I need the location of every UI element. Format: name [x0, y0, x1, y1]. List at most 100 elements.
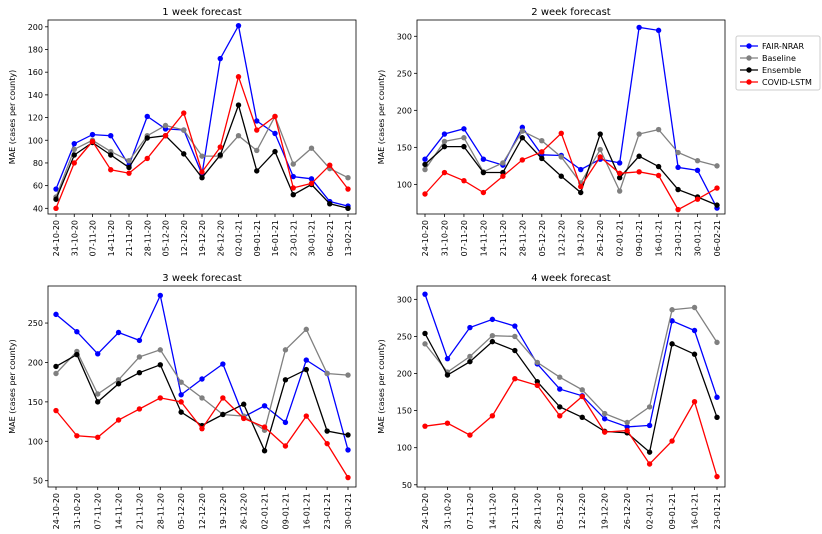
data-point	[512, 333, 518, 340]
data-point	[461, 135, 467, 141]
x-tick-label: 07-11-20	[94, 493, 103, 529]
data-point	[675, 149, 681, 156]
data-point	[71, 152, 77, 158]
legend-label: Baseline	[762, 54, 796, 63]
x-tick-label: 13-02-21	[344, 220, 353, 256]
chart-panel-4: 4 week forecast MAE (cases per county) 50 1…	[377, 273, 726, 529]
series-covid-lstm	[422, 130, 720, 213]
data-point	[519, 135, 526, 141]
x-tick-label: 19-12-20	[198, 220, 207, 256]
data-point	[220, 395, 226, 401]
data-point	[461, 126, 467, 132]
data-point	[95, 434, 101, 441]
x-tick-label: 28-11-20	[533, 493, 542, 529]
y-tick-label: 250	[397, 332, 412, 341]
x-tick-label: 16-01-21	[655, 220, 664, 256]
data-point	[71, 140, 77, 147]
data-point	[579, 387, 585, 393]
data-point	[694, 157, 701, 164]
data-point	[261, 424, 268, 430]
data-point	[157, 362, 163, 368]
data-point	[162, 122, 169, 129]
data-point	[144, 113, 150, 120]
data-point	[272, 130, 278, 137]
x-tick-label: 28-11-20	[156, 493, 165, 529]
x-tick-label: 19-12-20	[219, 493, 228, 529]
x-tick-label: 21-11-20	[511, 493, 520, 529]
data-point	[290, 173, 296, 180]
x-tick-label: 19-12-20	[577, 220, 586, 256]
data-point	[616, 175, 623, 181]
legend-marker	[746, 67, 752, 73]
data-point	[534, 359, 541, 366]
data-point	[714, 414, 720, 420]
x-tick-label: 23-01-21	[323, 493, 332, 529]
data-point	[303, 357, 309, 363]
x-tick-label: 23-01-21	[289, 220, 298, 256]
data-point	[512, 323, 518, 329]
data-point	[691, 399, 698, 405]
x-tick-label: 07-11-20	[460, 220, 469, 256]
x-tick-label: 09-01-21	[281, 493, 290, 529]
data-point	[74, 351, 80, 358]
data-point	[539, 149, 545, 155]
series-line	[424, 306, 718, 424]
data-point	[308, 145, 315, 151]
y-tick-label: 160	[28, 68, 43, 77]
x-tick-label: 09-01-21	[253, 220, 262, 256]
x-tick-label: 16-01-21	[691, 493, 700, 529]
data-point	[178, 392, 184, 398]
data-point	[694, 196, 701, 202]
y-tick-label: 200	[397, 370, 412, 379]
data-point	[178, 379, 184, 385]
data-point	[95, 351, 101, 357]
data-point	[199, 425, 205, 432]
data-point	[441, 138, 448, 145]
data-point	[601, 416, 608, 422]
legend-marker	[746, 43, 752, 49]
data-point	[95, 391, 101, 397]
y-tick-label: 60	[33, 182, 43, 191]
data-point	[597, 131, 603, 137]
x-tick-label: 30-01-21	[308, 220, 317, 256]
y-tick-label: 50	[402, 481, 412, 490]
data-point	[539, 137, 545, 144]
data-point	[539, 155, 545, 162]
y-axis-label: MAE (cases per county)	[8, 339, 17, 433]
data-point	[254, 147, 260, 154]
data-point	[220, 361, 226, 367]
legend-entry-covid-lstm: COVID-LSTM	[740, 78, 812, 87]
series-ensemble	[422, 131, 720, 208]
data-point	[422, 191, 428, 197]
data-point	[655, 163, 662, 170]
x-tick-label: 31-10-20	[70, 220, 79, 256]
chart-title: 4 week forecast	[531, 273, 611, 284]
x-tick-label: 26-12-20	[596, 220, 605, 256]
data-point	[500, 173, 506, 179]
series-fair-nrar	[53, 22, 351, 209]
x-tick-label: 14-11-20	[115, 493, 124, 529]
data-point	[282, 419, 289, 426]
data-point	[199, 169, 205, 175]
data-point	[655, 126, 662, 133]
data-point	[579, 393, 585, 400]
data-point	[157, 292, 163, 299]
data-point	[235, 133, 242, 139]
x-tick-label: 24-10-20	[421, 220, 430, 256]
data-point	[578, 183, 584, 190]
data-point	[461, 177, 467, 184]
data-point	[126, 157, 132, 164]
data-point	[480, 156, 487, 162]
y-tick-label: 100	[397, 444, 412, 453]
legend-label: FAIR-NRAR	[762, 42, 805, 51]
data-point	[144, 135, 150, 141]
data-point	[345, 474, 351, 481]
data-point	[444, 372, 451, 378]
x-tick-label: 26-12-20	[240, 493, 249, 529]
data-point	[220, 411, 226, 418]
data-point	[636, 153, 642, 159]
data-point	[422, 341, 428, 347]
series-line	[424, 333, 718, 454]
axes-frame	[416, 19, 726, 215]
data-point	[181, 127, 187, 133]
